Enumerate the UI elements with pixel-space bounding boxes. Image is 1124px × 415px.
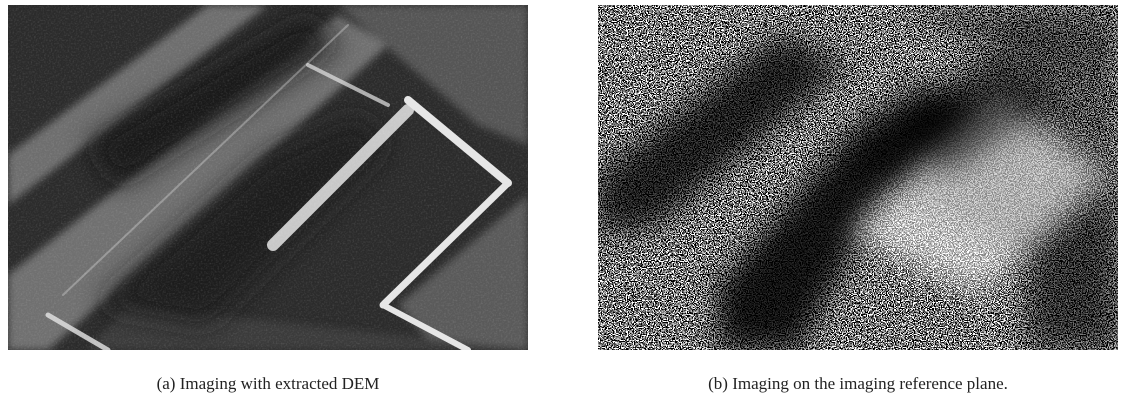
caption: (a) Imaging with extracted DEM <box>157 374 380 393</box>
page: (a) Imaging with extracted DEM (b) Imagi… <box>0 0 1124 415</box>
caption: (b) Imaging on the imaging reference pla… <box>708 374 1008 393</box>
image-b <box>598 5 1118 350</box>
figure: (a) Imaging with extracted DEM (b) Imagi… <box>0 0 1124 415</box>
image-a <box>8 5 528 350</box>
